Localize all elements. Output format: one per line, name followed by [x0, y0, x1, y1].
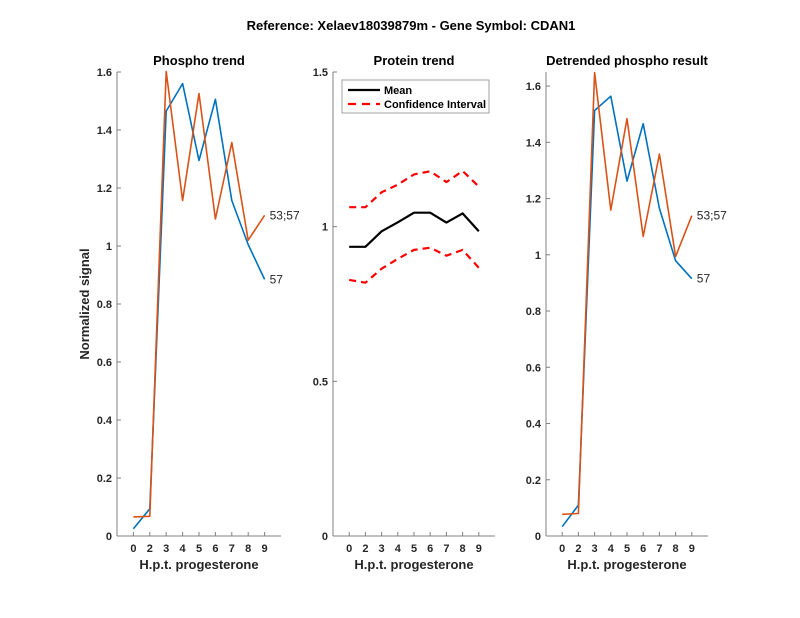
x-tick-label: 7 — [443, 543, 449, 555]
legend-label-mean: Mean — [384, 85, 412, 97]
x-tick-label: 9 — [689, 543, 695, 555]
y-tick-label: 0 — [106, 531, 112, 543]
x-tick-label: 7 — [656, 543, 662, 555]
y-tick-label: 0 — [535, 531, 541, 543]
y-tick-label: 0.5 — [313, 376, 328, 388]
y-tick-label: 0 — [322, 531, 328, 543]
y-tick-label: 0.4 — [97, 415, 113, 427]
series-end-label: 53;57 — [697, 209, 727, 223]
series-end-label: 57 — [270, 272, 284, 286]
y-tick-label: 0.2 — [97, 473, 112, 485]
series-line-confidence-interval-lower- — [349, 246, 480, 284]
y-tick-label: 1 — [322, 222, 328, 234]
x-tick-label: 3 — [379, 543, 385, 555]
series-line-57 — [561, 95, 693, 528]
y-tick-label: 1.6 — [526, 81, 541, 93]
x-tick-label: 9 — [476, 543, 482, 555]
y-tick-label: 1.6 — [97, 67, 112, 79]
axes-title: Detrended phospho result — [546, 53, 708, 68]
x-tick-label: 7 — [229, 543, 235, 555]
x-tick-label: 6 — [212, 543, 218, 555]
x-axis-label: H.p.t. progesterone — [567, 557, 686, 572]
x-tick-label: 3 — [163, 543, 169, 555]
x-tick-label: 0 — [346, 543, 352, 555]
legend: Mean Confidence Interval — [341, 79, 490, 114]
series-line-57 — [132, 82, 266, 530]
x-tick-label: 2 — [575, 543, 581, 555]
x-tick-label: 2 — [362, 543, 368, 555]
series-end-label: 57 — [697, 272, 711, 286]
x-tick-label: 4 — [180, 543, 187, 555]
x-axis-label: H.p.t. progesterone — [354, 557, 473, 572]
y-tick-label: 0.6 — [97, 357, 112, 369]
y-tick-label: 0.4 — [526, 419, 542, 431]
series-line-53-57 — [562, 71, 693, 516]
axes-title: Protein trend — [374, 53, 455, 68]
x-tick-label: 0 — [559, 543, 565, 555]
y-axis-label: Normalized signal — [77, 248, 92, 359]
series-end-label: 53;57 — [270, 208, 300, 222]
legend-box — [341, 79, 490, 114]
y-tick-label: 1.5 — [313, 67, 328, 79]
series-line-confidence-interval-upper- — [349, 169, 480, 209]
legend-label-ci: Confidence Interval — [384, 99, 486, 111]
x-tick-label: 8 — [460, 543, 466, 555]
x-tick-label: 0 — [130, 543, 136, 555]
x-tick-label: 5 — [624, 543, 630, 555]
figure-suptitle: Reference: Xelaev18039879m - Gene Symbol… — [247, 18, 576, 33]
x-tick-label: 9 — [262, 543, 268, 555]
y-tick-label: 1.2 — [97, 183, 112, 195]
axes-title: Phospho trend — [153, 53, 245, 68]
x-tick-label: 5 — [411, 543, 417, 555]
y-tick-label: 1.4 — [97, 125, 113, 137]
axes-panel-3: Detrended phospho result 0 0.2 0.4 0.6 0.8 1 1.… — [526, 53, 727, 572]
y-tick-label: 1.4 — [526, 137, 542, 149]
x-tick-label: 4 — [395, 543, 402, 555]
y-tick-label: 1 — [106, 241, 112, 253]
x-tick-label: 6 — [640, 543, 646, 555]
y-tick-label: 0.6 — [526, 362, 541, 374]
x-tick-label: 8 — [245, 543, 251, 555]
x-tick-label: 6 — [427, 543, 433, 555]
y-tick-label: 1.2 — [526, 194, 541, 206]
series-line-mean — [349, 211, 480, 248]
y-tick-label: 0.2 — [526, 475, 541, 487]
x-tick-label: 2 — [147, 543, 153, 555]
x-tick-label: 8 — [673, 543, 679, 555]
y-tick-label: 0.8 — [97, 299, 112, 311]
x-tick-label: 5 — [196, 543, 202, 555]
y-tick-label: 0.8 — [526, 306, 541, 318]
x-tick-label: 4 — [608, 543, 615, 555]
x-tick-label: 3 — [592, 543, 598, 555]
y-tick-label: 1 — [535, 250, 541, 262]
series-line-53-57 — [133, 70, 266, 518]
x-axis-label: H.p.t. progesterone — [139, 557, 258, 572]
